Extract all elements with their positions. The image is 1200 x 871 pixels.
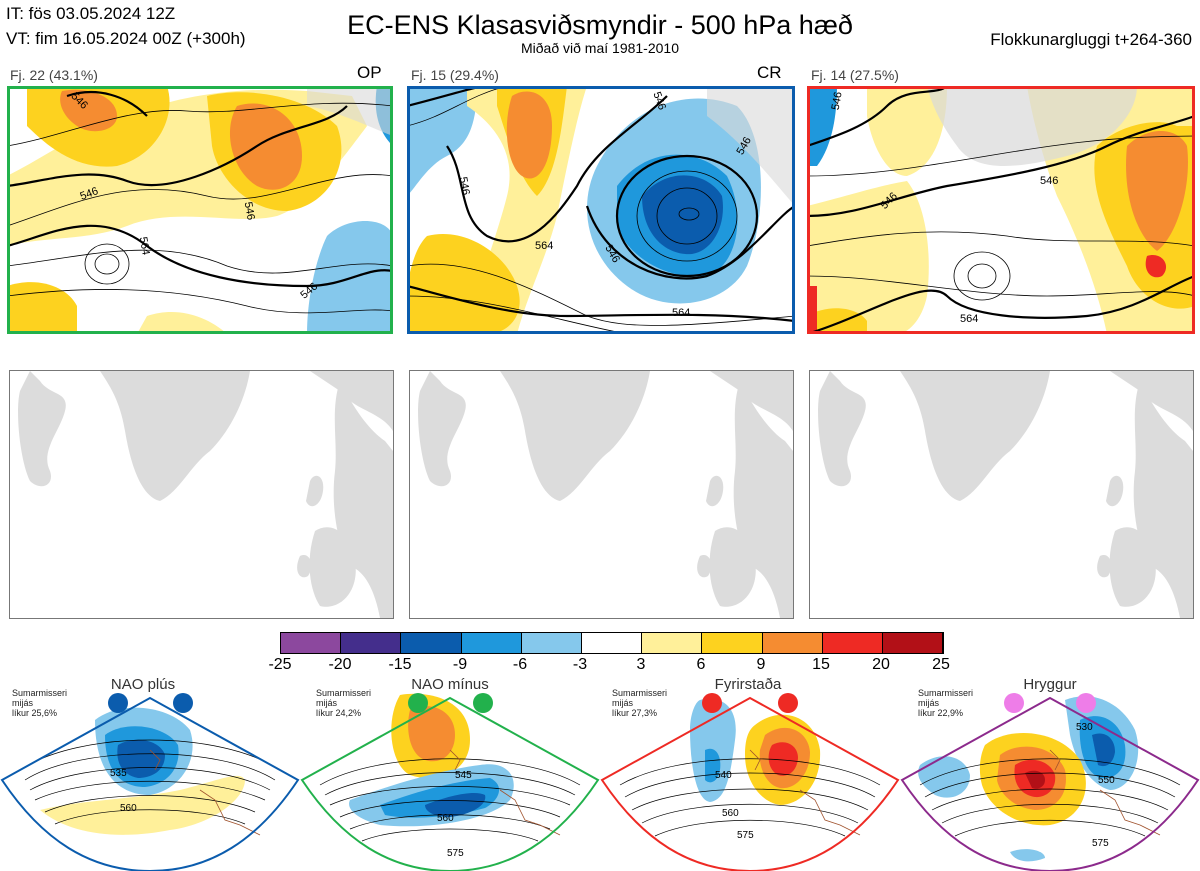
- cluster-3-contour-label: 546: [1040, 175, 1059, 187]
- colorbar-tick: -15: [388, 656, 412, 673]
- colorbar-cell: [341, 633, 402, 653]
- page-subtitle: Miðað við maí 1981-2010: [521, 40, 679, 56]
- colorbar-tick: -3: [572, 656, 588, 673]
- regime-info-hryggur: Sumarmisseri mijás líkur 22,9%: [918, 688, 974, 718]
- cluster-2-tag: CR: [757, 63, 782, 82]
- colorbar-tick: 3: [636, 656, 646, 673]
- regime-contour-label: 535: [110, 768, 127, 779]
- regime-info-fyrirstada: Sumarmisseri mijás líkur 27,3%: [612, 688, 668, 718]
- regime-title-nao-minus: NAO mínus: [411, 676, 489, 693]
- regime-contour-label: 560: [722, 808, 739, 819]
- colorbar-tick: -6: [512, 656, 528, 673]
- cluster-3-label: Fj. 14 (27.5%): [811, 67, 899, 83]
- cluster-1-tag: OP: [357, 63, 382, 82]
- regime-contour-label: 560: [120, 803, 137, 814]
- regime-map-hryggur: [900, 693, 1200, 871]
- colorbar-cell: [822, 633, 883, 653]
- page-title: EC-ENS Klasasviðsmyndir - 500 hPa hæð: [347, 10, 853, 40]
- regime-map-nao-plus: [0, 693, 300, 871]
- colorbar-tick: -9: [452, 656, 468, 673]
- initial-time: IT: fös 03.05.2024 12Z: [6, 4, 176, 23]
- colorbar-tick: 6: [696, 656, 706, 673]
- colorbar-tick: 25: [932, 656, 950, 673]
- cluster-2-label: Fj. 15 (29.4%): [411, 67, 499, 83]
- colorbar-cell: [461, 633, 522, 653]
- regime-info-nao-plus: Sumarmisseri mijás líkur 25,6%: [12, 688, 68, 718]
- regime-contour-label: 560: [437, 813, 454, 824]
- colorbar: [280, 632, 944, 654]
- cluster-2-contour-label: 564: [672, 307, 691, 319]
- colorbar-cell: [581, 633, 643, 653]
- regime-map-fyrirstada: [600, 693, 900, 871]
- regime-title-hryggur: Hryggur: [1023, 676, 1077, 693]
- cluster-2-frame: [407, 86, 795, 334]
- regime-contour-label: 545: [455, 770, 472, 781]
- colorbar-cell: [702, 633, 763, 653]
- cluster-3-frame: [807, 86, 1195, 334]
- regime-contour-label: 540: [715, 770, 732, 781]
- regime-contour-label: 575: [447, 848, 464, 859]
- cluster-1-frame: [7, 86, 393, 334]
- colorbar-tick: 20: [872, 656, 890, 673]
- cluster-1-map: [7, 86, 393, 334]
- regime-contour-label: 550: [1098, 775, 1115, 786]
- regime-contour-label: 530: [1076, 722, 1093, 733]
- colorbar-cell: [762, 633, 823, 653]
- regime-map-nao-minus: [300, 693, 600, 871]
- colorbar-tick: -25: [268, 656, 292, 673]
- regime-title-fyrirstada: Fyrirstaða: [714, 676, 782, 693]
- colorbar-cell: [401, 633, 462, 653]
- window-label: Flokkunargluggi t+264-360: [990, 30, 1192, 49]
- colorbar-tick: -20: [328, 656, 352, 673]
- empty-map-2: [409, 370, 794, 619]
- colorbar-tick: 15: [812, 656, 830, 673]
- cluster-2-contour-label: 564: [535, 240, 554, 252]
- regime-title-nao-plus: NAO plús: [110, 676, 176, 693]
- colorbar-tick: 9: [756, 656, 766, 673]
- regime-contour-label: 575: [737, 830, 754, 841]
- cluster-3-map: [807, 86, 1195, 334]
- colorbar-cell: [521, 633, 582, 653]
- empty-map-3: [809, 370, 1194, 619]
- cluster-1-label: Fj. 22 (43.1%): [10, 67, 98, 83]
- empty-map-1: [9, 370, 394, 619]
- regime-info-nao-minus: Sumarmisseri mijás líkur 24,2%: [316, 688, 372, 718]
- colorbar-cell: [882, 633, 944, 653]
- cluster-2-map: [407, 86, 795, 334]
- colorbar-cell: [281, 633, 342, 653]
- cluster-3-contour-label: 564: [960, 313, 979, 325]
- colorbar-cell: [642, 633, 703, 653]
- regime-contour-label: 575: [1092, 838, 1109, 849]
- regime-maps: [0, 693, 1200, 871]
- valid-time: VT: fim 16.05.2024 00Z (+300h): [6, 29, 246, 48]
